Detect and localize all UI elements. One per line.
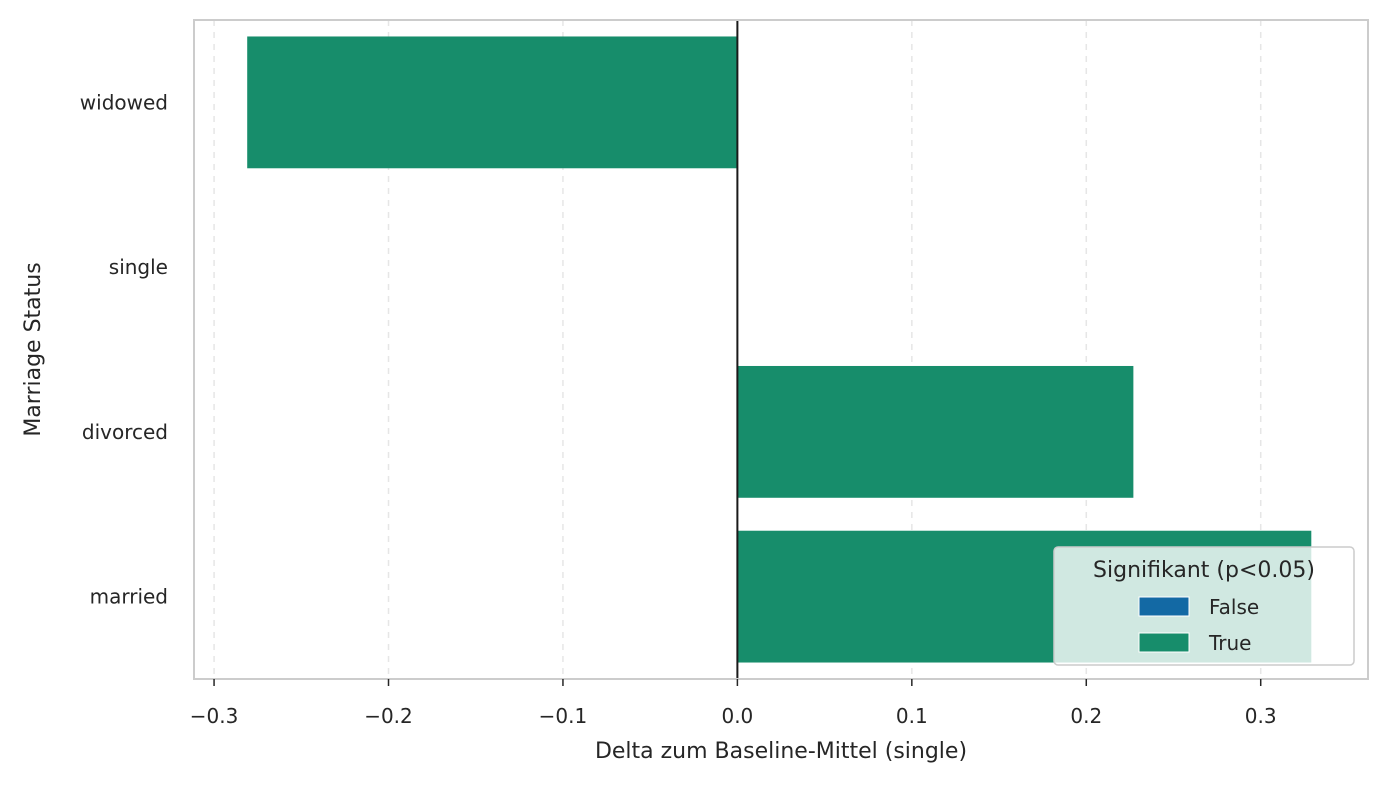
bar-widowed (247, 36, 738, 169)
x-tick-label: −0.1 (539, 704, 588, 728)
x-tick-label: 0.1 (896, 704, 928, 728)
legend: Signifikant (p<0.05) False True (1053, 546, 1355, 666)
x-tick-label: −0.2 (364, 704, 413, 728)
legend-entries: False True (1138, 595, 1259, 655)
legend-swatch-true (1138, 632, 1190, 653)
legend-title: Signifikant (p<0.05) (1093, 558, 1315, 583)
plot-frame (193, 19, 1369, 680)
x-tick-label: 0.3 (1245, 704, 1277, 728)
x-axis-title: Delta zum Baseline-Mittel (single) (595, 739, 967, 764)
legend-label-true: True (1208, 631, 1251, 655)
x-tick-label: −0.3 (190, 704, 239, 728)
x-tick-label: 0.2 (1070, 704, 1102, 728)
x-tick-label: 0.0 (721, 704, 753, 728)
y-tick-label-married: married (90, 585, 168, 609)
x-axis-ticks: −0.3 −0.2 −0.1 0.0 0.1 0.2 0.3 (190, 679, 1277, 728)
y-axis-title: Marriage Status (21, 262, 46, 436)
y-tick-label-widowed: widowed (80, 90, 168, 114)
legend-label-false: False (1209, 595, 1259, 619)
y-tick-label-single: single (109, 255, 168, 279)
y-tick-label-divorced: divorced (82, 420, 168, 444)
y-axis-ticks: widowed single divorced married (80, 90, 168, 608)
bar-divorced (737, 365, 1134, 498)
legend-box (1053, 546, 1355, 666)
legend-swatch-false (1138, 596, 1190, 617)
